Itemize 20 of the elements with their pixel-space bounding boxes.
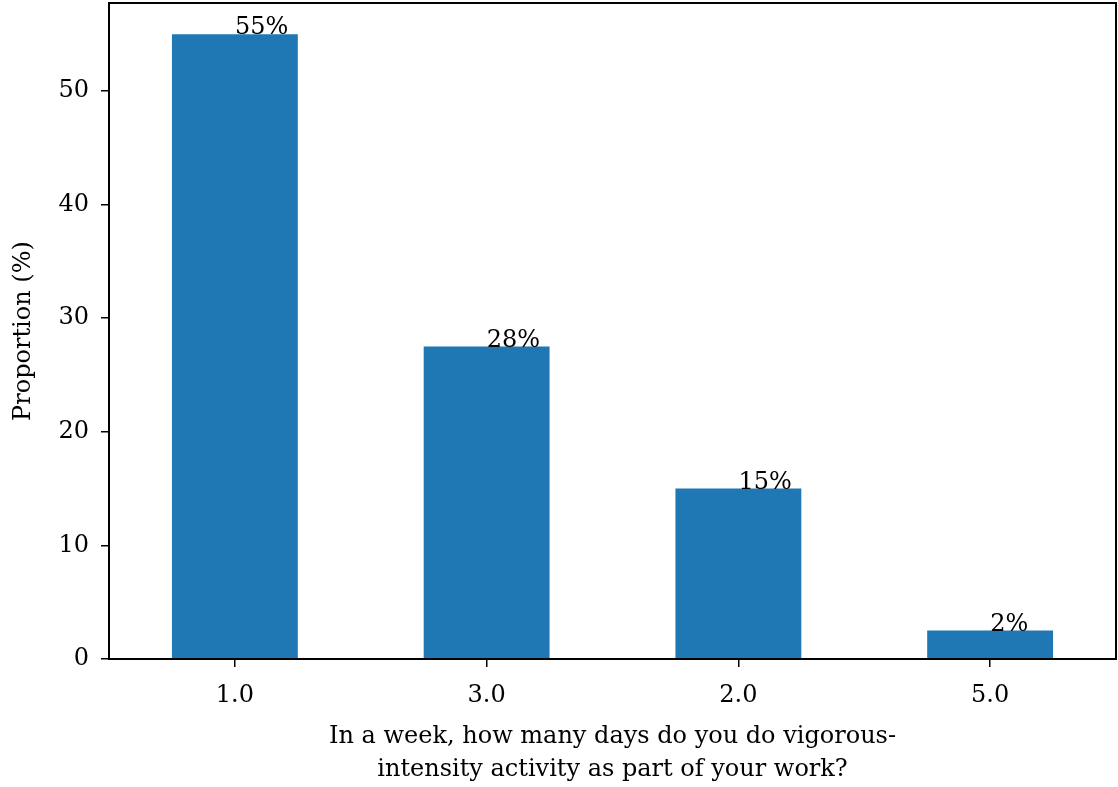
y-tick-label: 20 — [58, 416, 89, 445]
bar — [171, 34, 298, 659]
y-tick-label: 50 — [58, 75, 89, 104]
data-label: 28% — [486, 324, 540, 353]
data-label: 2% — [990, 608, 1029, 637]
y-axis-title: Proportion (%) — [7, 241, 36, 421]
data-label: 55% — [234, 12, 289, 41]
x-tick-label: 2.0 — [719, 679, 758, 708]
y-tick-label: 30 — [58, 302, 89, 331]
y-tick-label: 0 — [73, 643, 89, 672]
y-tick-label: 40 — [58, 188, 89, 217]
x-tick-label: 5.0 — [971, 679, 1010, 708]
x-tick-label: 1.0 — [215, 679, 254, 708]
bar — [927, 630, 1054, 659]
y-tick-label: 10 — [58, 529, 89, 558]
x-axis-title: In a week, how many days do you do vigorous- intensity activity as part of your work? — [328, 720, 897, 783]
bar — [675, 488, 802, 659]
data-label: 15% — [738, 466, 792, 495]
x-tick-label: 3.0 — [467, 679, 506, 708]
bar — [423, 346, 550, 659]
